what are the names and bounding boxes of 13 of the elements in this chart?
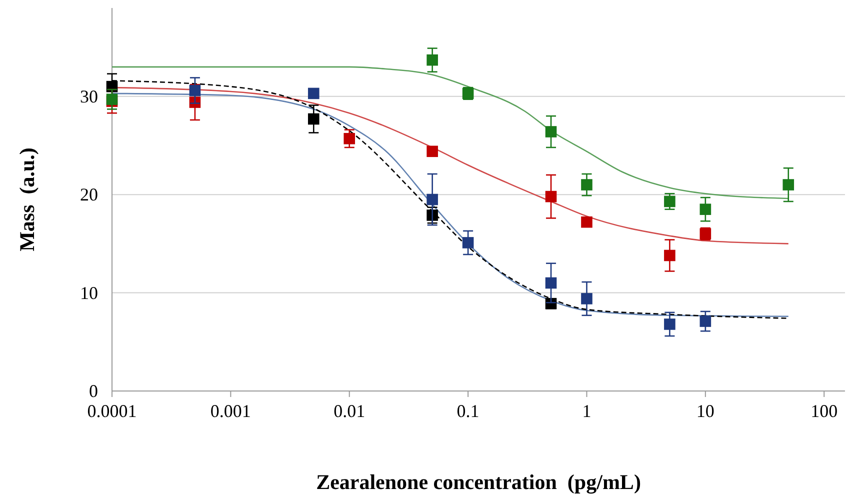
x-tick-label: 0.1 xyxy=(456,401,480,421)
y-tick-label: 0 xyxy=(89,381,98,401)
x-tick-label: 10 xyxy=(696,401,714,421)
y-tick-label: 10 xyxy=(80,282,98,303)
x-tick-label: 1 xyxy=(582,401,592,421)
x-tick-label: 0.01 xyxy=(334,401,366,421)
x-tick-label: 0.001 xyxy=(210,401,251,421)
y-tick-label: 20 xyxy=(80,184,98,205)
x-tick-label: 100 xyxy=(810,401,838,421)
y-axis-title: Mass (a.u.) xyxy=(15,148,39,252)
y-tick-label: 30 xyxy=(80,86,98,106)
x-tick-label: 0.0001 xyxy=(87,401,137,421)
x-axis-title: Zearalenone concentration (pg/mL) xyxy=(316,470,641,494)
